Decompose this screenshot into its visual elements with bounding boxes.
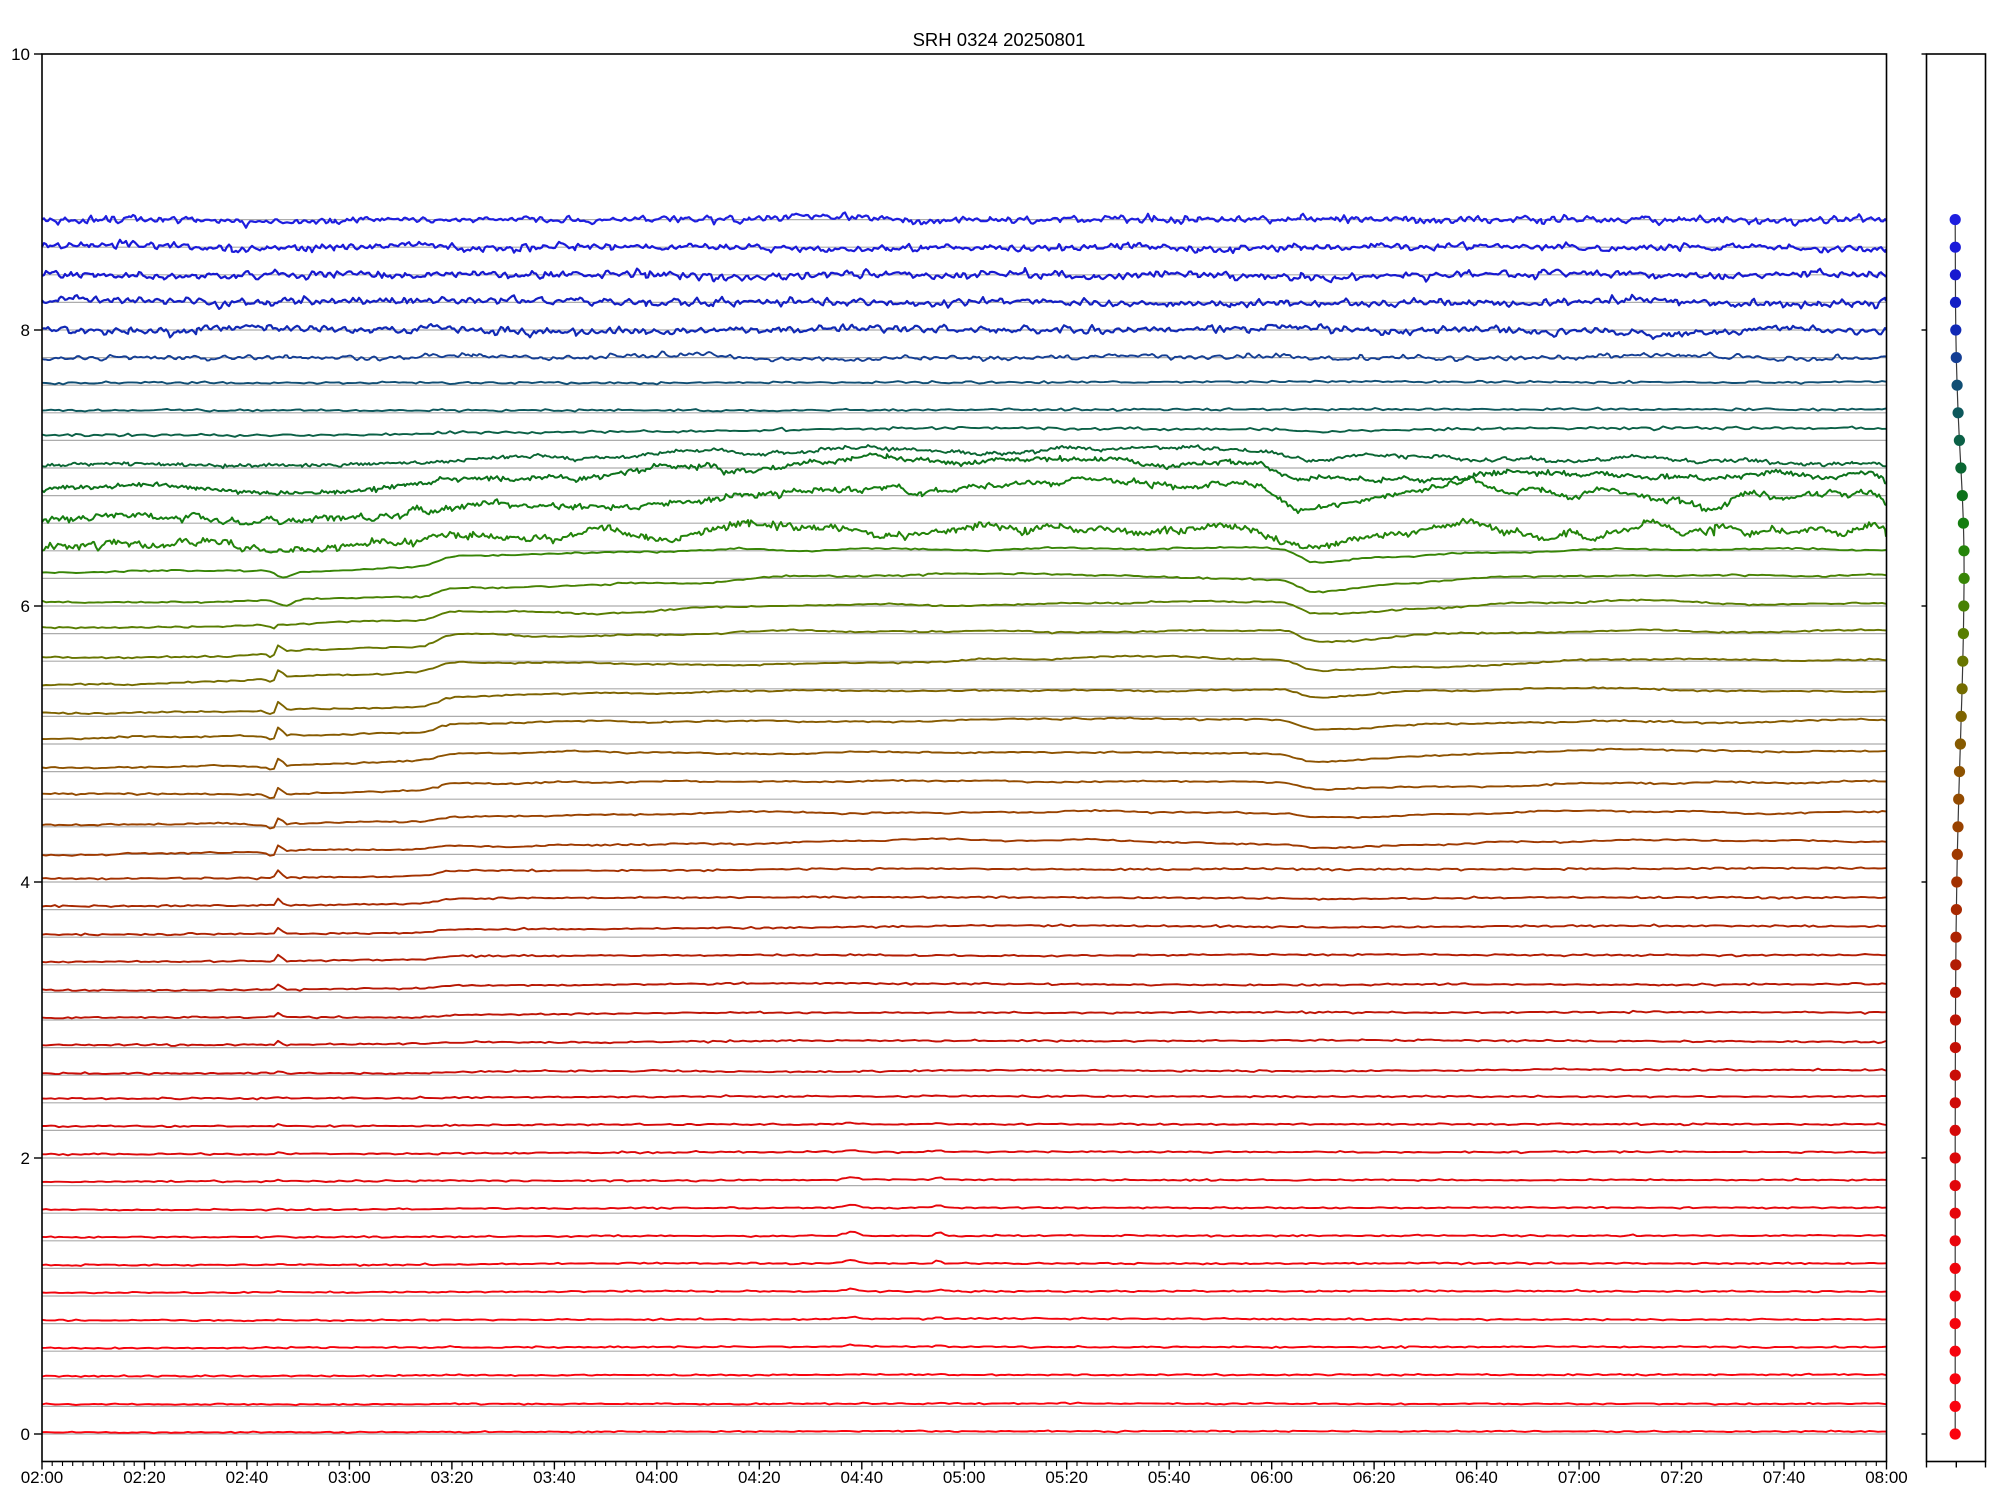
svg-text:06:40: 06:40: [1455, 1468, 1498, 1487]
svg-text:04:00: 04:00: [636, 1468, 679, 1487]
svg-text:03:00: 03:00: [328, 1468, 371, 1487]
svg-text:06:20: 06:20: [1353, 1468, 1396, 1487]
svg-text:2: 2: [21, 1149, 30, 1168]
svg-text:08:00: 08:00: [1865, 1468, 1908, 1487]
svg-text:04:40: 04:40: [841, 1468, 884, 1487]
svg-text:6: 6: [21, 597, 30, 616]
svg-text:10: 10: [11, 45, 30, 64]
svg-text:02:00: 02:00: [21, 1468, 64, 1487]
svg-text:SRH 0324 20250801: SRH 0324 20250801: [913, 29, 1086, 50]
svg-text:05:40: 05:40: [1148, 1468, 1191, 1487]
svg-text:05:20: 05:20: [1045, 1468, 1088, 1487]
svg-text:06:00: 06:00: [1250, 1468, 1293, 1487]
svg-text:02:40: 02:40: [226, 1468, 269, 1487]
svg-text:03:40: 03:40: [533, 1468, 576, 1487]
svg-text:07:40: 07:40: [1763, 1468, 1806, 1487]
svg-text:04:20: 04:20: [738, 1468, 781, 1487]
svg-text:03:20: 03:20: [431, 1468, 474, 1487]
svg-text:4: 4: [21, 873, 30, 892]
svg-text:02:20: 02:20: [123, 1468, 166, 1487]
svg-text:07:00: 07:00: [1558, 1468, 1601, 1487]
svg-text:0: 0: [21, 1425, 30, 1444]
svg-text:07:20: 07:20: [1660, 1468, 1703, 1487]
svg-text:05:00: 05:00: [943, 1468, 986, 1487]
svg-text:8: 8: [21, 321, 30, 340]
